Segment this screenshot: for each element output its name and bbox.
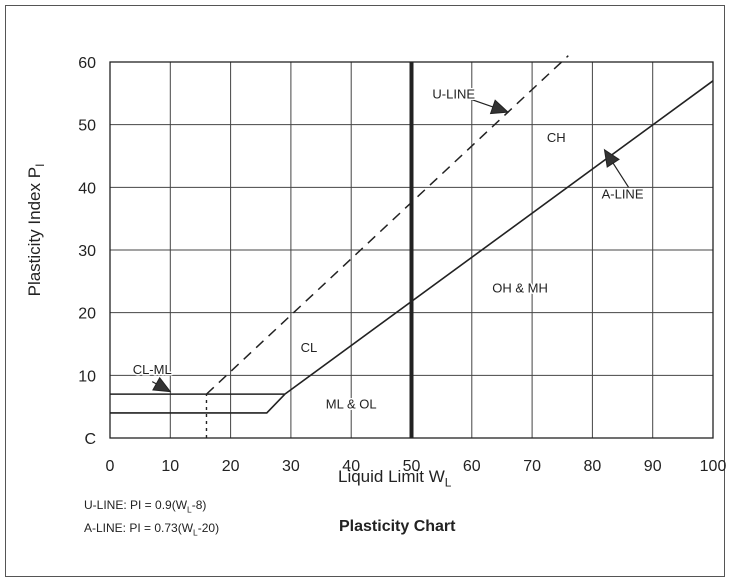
- region-label: CH: [547, 130, 566, 145]
- region-label: ML & OL: [326, 397, 377, 412]
- a-line-series: [284, 80, 714, 395]
- y-tick-label: 40: [78, 180, 96, 197]
- cl-ml-arrow-shaft: [151, 381, 157, 385]
- u-line-arrow-shaft: [453, 92, 494, 108]
- a-line-arrow-head: [603, 148, 620, 168]
- x-tick-label: 80: [584, 458, 602, 475]
- region-label: OH & MH: [492, 281, 548, 296]
- chart-title: Plasticity Chart: [339, 518, 456, 535]
- x-tick-label: 60: [463, 458, 481, 475]
- region-label: CL: [301, 340, 318, 355]
- x-tick-label: 40: [342, 458, 360, 475]
- x-tick-label: 10: [161, 458, 179, 475]
- y-axis-label: Plasticity Index PI: [24, 163, 48, 297]
- y-tick-label: 10: [78, 368, 96, 385]
- chart-frame: [5, 5, 725, 577]
- a-line-arrow-shaft: [612, 162, 630, 188]
- region-label: CL-ML: [133, 362, 172, 377]
- x-tick-label: 90: [644, 458, 662, 475]
- y-tick-label: 50: [78, 118, 96, 135]
- x-tick-label: 70: [523, 458, 541, 475]
- x-axis-label: Liquid Limit WL: [338, 467, 452, 490]
- u-line-equation: U-LINE: PI = 0.9(WL-8): [84, 498, 207, 515]
- region-label: A-LINE: [602, 187, 644, 202]
- x-tick-label: 0: [106, 458, 115, 475]
- boundary-line: [110, 393, 286, 414]
- cl-ml-arrow-head: [152, 376, 172, 393]
- region-label: U-LINE: [432, 86, 475, 101]
- a-line-equation: A-LINE: PI = 0.73(WL-20): [84, 521, 220, 538]
- x-tick-label: 100: [700, 458, 727, 475]
- x-tick-label: 50: [403, 458, 421, 475]
- x-tick-label: 30: [282, 458, 300, 475]
- y-tick-label: 60: [78, 55, 96, 72]
- y-tick-label: 20: [78, 306, 96, 323]
- u-line-series: [205, 55, 569, 395]
- y-tick-label: C: [84, 431, 96, 448]
- u-line-arrow-head: [489, 99, 510, 115]
- x-tick-label: 20: [222, 458, 240, 475]
- y-tick-label: 30: [78, 243, 96, 260]
